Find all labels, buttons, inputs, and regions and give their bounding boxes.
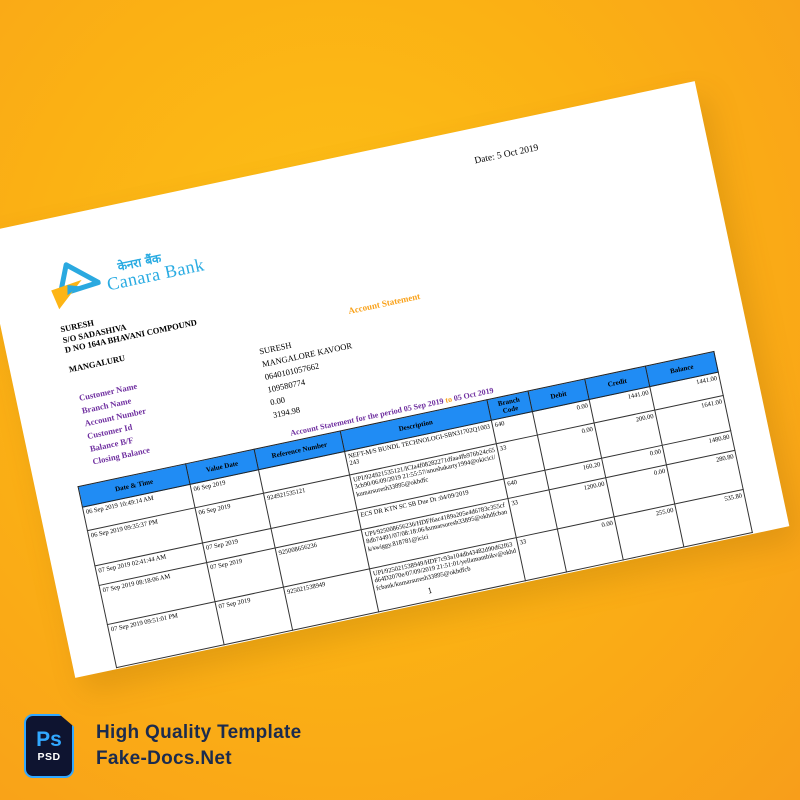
psd-icon-label: PSD	[37, 751, 61, 764]
statement-date: Date: 5 Oct 2019	[473, 143, 540, 167]
period-to-word: to	[444, 394, 453, 405]
footer-text: High Quality Template Fake-Docs.Net	[96, 720, 301, 772]
ps-icon-label: Ps	[36, 728, 62, 752]
canara-bank-logo-icon	[44, 256, 105, 317]
field-labels: Customer Name Branch Name Account Number…	[78, 379, 155, 468]
footer-title: High Quality Template	[96, 722, 302, 743]
photoshop-file-icon: Ps PSD	[24, 714, 74, 778]
field-values: SURESH MANGALORE KAVOOR 0640101057662 10…	[258, 327, 364, 422]
canara-bank-logo: केनरा बैंक Canara Bank	[44, 234, 208, 317]
footer-site: Fake-Docs.Net	[96, 748, 232, 769]
canara-bank-logo-text: केनरा बैंक Canara Bank	[103, 243, 206, 295]
bank-statement-document: Date: 5 Oct 2019 केनरा बैंक Canara Bank …	[0, 81, 790, 678]
footer-branding: Ps PSD High Quality Template Fake-Docs.N…	[24, 714, 301, 778]
statement-table: Date & Time Value Date Reference Number Des…	[77, 351, 753, 668]
statement-title: Account Statement	[347, 291, 422, 317]
